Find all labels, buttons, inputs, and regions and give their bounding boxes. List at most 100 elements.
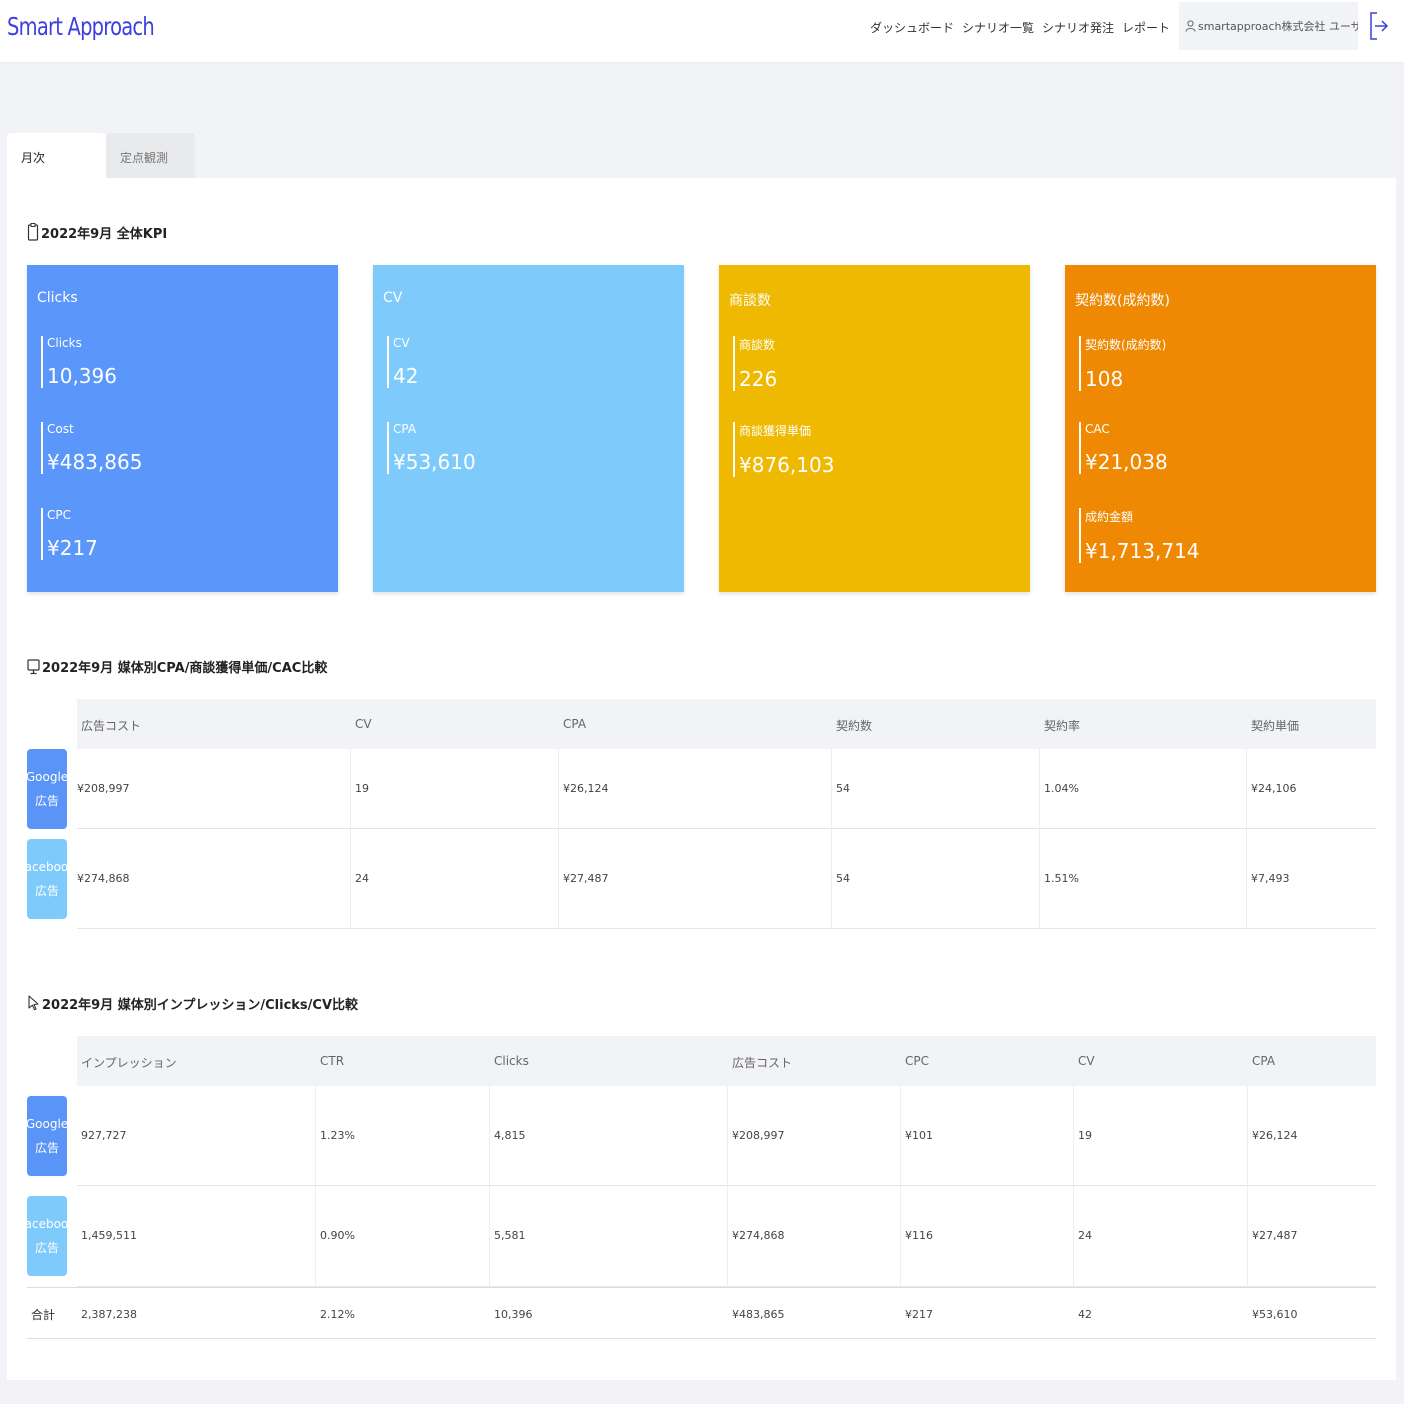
kpi-item: CV 42 — [387, 336, 418, 388]
kpi-value: 10,396 — [47, 364, 117, 388]
kpi-label: 商談数 — [739, 338, 776, 352]
tab-monthly[interactable]: 月次 — [7, 133, 106, 178]
table-cell: ¥7,493 — [1251, 872, 1290, 885]
table-header-row: インプレッション CTR Clicks 広告コスト CPC CV CPA — [77, 1036, 1376, 1086]
table-cell: 19 — [1078, 1129, 1092, 1142]
main-nav: ダッシュボード シナリオ一覧 シナリオ発注 レポート — [870, 19, 1170, 36]
table-cell: ¥27,487 — [563, 872, 609, 885]
table-cell: 5,581 — [494, 1229, 526, 1242]
kpi-value: ¥876,103 — [739, 453, 835, 477]
kpi-card-header: CV — [383, 290, 403, 306]
nav-scenario-order[interactable]: シナリオ発注 — [1041, 21, 1114, 35]
kpi-card-header: Clicks — [37, 290, 78, 306]
app-logo[interactable]: Smart Approach — [7, 12, 155, 41]
table-cell: 1,459,511 — [81, 1229, 137, 1242]
kpi-item: CPA ¥53,610 — [387, 422, 476, 474]
column-header: 契約数 — [836, 719, 873, 733]
tab-fixed-point[interactable]: 定点観測 — [106, 133, 195, 178]
kpi-item: 契約数(成約数) 108 — [1079, 336, 1166, 391]
table-cell: ¥53,610 — [1252, 1308, 1298, 1321]
cpa-title-text: 2022年9月 媒体別CPA/商談獲得単価/CAC比較 — [42, 660, 328, 676]
clipboard-icon — [27, 223, 39, 241]
table-header-row: 広告コスト CV CPA 契約数 契約率 契約単価 — [77, 699, 1376, 749]
kpi-section-title: 2022年9月 全体KPI — [27, 222, 167, 242]
kpi-card-contracts: 契約数(成約数) 契約数(成約数) 108 CAC ¥21,038 成約金額 ¥… — [1065, 265, 1376, 592]
kpi-value: ¥53,610 — [393, 450, 476, 474]
kpi-value: 108 — [1085, 367, 1124, 391]
table-cell: 2,387,238 — [81, 1308, 137, 1321]
kpi-item: 商談数 226 — [733, 336, 777, 391]
kpi-item: Cost ¥483,865 — [41, 422, 142, 474]
impression-table: インプレッション CTR Clicks 広告コスト CPC CV CPA Goo… — [27, 1036, 1376, 1341]
table-cell: ¥27,487 — [1252, 1229, 1298, 1242]
kpi-value: 226 — [739, 367, 778, 391]
imp-title-text: 2022年9月 媒体別インプレッション/Clicks/CV比較 — [42, 997, 359, 1013]
user-icon — [1185, 20, 1196, 32]
nav-scenario-list[interactable]: シナリオ一覧 — [961, 21, 1034, 35]
kpi-item: CAC ¥21,038 — [1079, 422, 1168, 474]
kpi-item: CPC ¥217 — [41, 508, 98, 560]
user-menu[interactable]: smartapproach株式会社 ユーザー太郎 様 — [1179, 2, 1358, 50]
kpi-label: CPC — [47, 508, 71, 522]
table-cell: 0.90% — [320, 1229, 355, 1242]
nav-dashboard[interactable]: ダッシュボード — [869, 21, 954, 35]
table-cell: 19 — [355, 782, 369, 795]
kpi-label: 契約数(成約数) — [1085, 338, 1167, 352]
column-header: インプレッション — [81, 1056, 177, 1070]
table-cell: 54 — [836, 782, 850, 795]
kpi-value: ¥217 — [47, 536, 98, 560]
column-header: 広告コスト — [81, 719, 142, 733]
table-cell: ¥208,997 — [77, 782, 130, 795]
media-badge-google: Google 広告 — [27, 1096, 67, 1176]
kpi-item: Clicks 10,396 — [41, 336, 117, 388]
column-header: CPC — [905, 1054, 929, 1068]
table-cell: ¥26,124 — [563, 782, 609, 795]
table-cell: 1.04% — [1044, 782, 1079, 795]
kpi-item: 成約金額 ¥1,713,714 — [1079, 508, 1200, 563]
cursor-icon — [28, 995, 39, 1011]
kpi-value: ¥483,865 — [47, 450, 143, 474]
column-header: 契約率 — [1044, 719, 1081, 733]
column-header: Clicks — [494, 1054, 529, 1068]
media-badge-facebook: Facebook広告 — [27, 1196, 67, 1276]
table-cell: ¥274,868 — [77, 872, 130, 885]
column-header: CTR — [320, 1054, 345, 1068]
table-cell: ¥208,997 — [732, 1129, 785, 1142]
table-cell: 4,815 — [494, 1129, 526, 1142]
logout-icon[interactable] — [1368, 10, 1390, 42]
kpi-label: 成約金額 — [1085, 510, 1134, 524]
nav-report[interactable]: レポート — [1121, 21, 1170, 35]
kpi-label: Clicks — [47, 336, 82, 350]
table-cell: ¥24,106 — [1251, 782, 1297, 795]
kpi-item: 商談獲得単価 ¥876,103 — [733, 422, 834, 477]
table-row: ¥208,997 19 ¥26,124 54 1.04% ¥24,106 — [77, 749, 1376, 829]
cpa-table: 広告コスト CV CPA 契約数 契約率 契約単価 Google 広告 ¥208,… — [27, 699, 1376, 929]
table-cell: 42 — [1078, 1308, 1092, 1321]
kpi-label: CAC — [1085, 422, 1110, 436]
kpi-value: ¥1,713,714 — [1085, 539, 1200, 563]
total-label: 合計 — [31, 1308, 56, 1322]
imp-section-title: 2022年9月 媒体別インプレッション/Clicks/CV比較 — [27, 993, 358, 1013]
table-cell: 927,727 — [81, 1129, 127, 1142]
cpa-section-title: 2022年9月 媒体別CPA/商談獲得単価/CAC比較 — [27, 656, 327, 676]
table-cell: 24 — [1078, 1229, 1092, 1242]
top-header: Smart Approach ダッシュボード シナリオ一覧 シナリオ発注 レポー… — [0, 0, 1404, 62]
kpi-value: ¥21,038 — [1085, 450, 1168, 474]
column-header: CV — [355, 717, 372, 731]
table-cell: 1.23% — [320, 1129, 355, 1142]
table-cell: ¥274,868 — [732, 1229, 785, 1242]
table-cell: 54 — [836, 872, 850, 885]
table-cell: ¥217 — [905, 1308, 933, 1321]
table-cell: 10,396 — [494, 1308, 533, 1321]
kpi-card-cv: CV CV 42 CPA ¥53,610 — [373, 265, 684, 592]
table-cell: 2.12% — [320, 1308, 355, 1321]
kpi-label: Cost — [47, 422, 74, 436]
table-cell: ¥101 — [905, 1129, 933, 1142]
kpi-card-meetings: 商談数 商談数 226 商談獲得単価 ¥876,103 — [719, 265, 1030, 592]
column-header: CPA — [1252, 1054, 1276, 1068]
table-cell: 1.51% — [1044, 872, 1079, 885]
table-total-row: 2,387,238 2.12% 10,396 ¥483,865 ¥217 42 … — [27, 1287, 1376, 1339]
column-header: CPA — [563, 717, 587, 731]
report-tabs: 月次 定点観測 — [7, 133, 195, 178]
table-cell: ¥116 — [905, 1229, 933, 1242]
